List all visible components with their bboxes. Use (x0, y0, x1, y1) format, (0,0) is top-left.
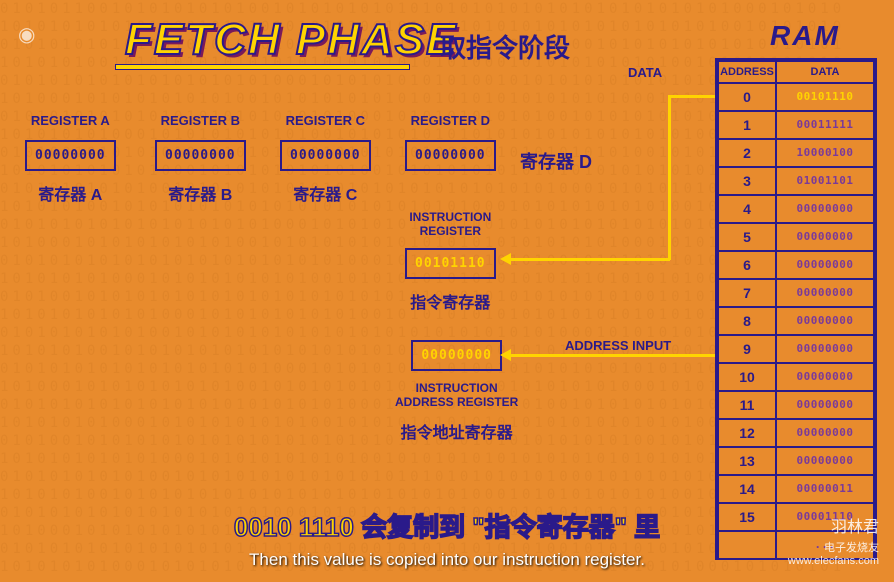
ram-row: 400000000 (719, 196, 873, 224)
ram-data-cell: 00000000 (777, 364, 873, 392)
ram-addr-cell: 0 (719, 84, 777, 112)
register-label-en: REGISTER C (280, 113, 371, 128)
register-c-group: REGISTER C 00000000 寄存器 C (280, 113, 371, 205)
ram-data-cell: 00000000 (777, 336, 873, 364)
addr-arrow-head-left (500, 349, 511, 361)
ram-addr-cell: 9 (719, 336, 777, 364)
ram-data-cell: 00000000 (777, 420, 873, 448)
data-arrow-h1 (670, 95, 715, 98)
ram-data-cell: 00000000 (777, 392, 873, 420)
register-label-en: REGISTER B (155, 113, 246, 128)
ram-data-cell: 01001101 (777, 168, 873, 196)
instruction-addr-register-label-cn: 指令地址寄存器 (395, 419, 518, 443)
ram-addr-cell: 2 (719, 140, 777, 168)
instruction-register-label-cn: 指令寄存器 (405, 289, 496, 313)
register-label-en: REGISTER A (25, 113, 116, 128)
register-box: 00000000 (405, 140, 496, 171)
ram-row: 1000000000 (719, 364, 873, 392)
ram-row: 100011111 (719, 112, 873, 140)
data-arrow-h2 (510, 258, 670, 261)
ram-data-cell: 00011111 (777, 112, 873, 140)
watermark-name: 羽林君 (788, 513, 879, 537)
ram-addr-cell: 6 (719, 252, 777, 280)
register-box: 00000000 (25, 140, 116, 171)
register-label-cn: 寄存器 C (280, 181, 371, 205)
ram-row: 1400000011 (719, 476, 873, 504)
ram-addr-cell: 13 (719, 448, 777, 476)
ram-data-cell: 00000000 (777, 224, 873, 252)
ram-header: ADDRESS DATA (719, 62, 873, 84)
instruction-register-label-en: INSTRUCTION REGISTER (405, 210, 496, 238)
caption-cn: 0010 1110 会复制到 "指令寄存器" 里 (0, 507, 894, 544)
ram-row: 000101110 (719, 84, 873, 112)
watermark-site: 电子发烧友 (788, 539, 879, 555)
instruction-register-box: 00101110 (405, 248, 496, 279)
ram-addr-cell: 11 (719, 392, 777, 420)
data-arrow-v (668, 95, 671, 260)
ram-addr-cell: 7 (719, 280, 777, 308)
ram-data-cell: 00000000 (777, 280, 873, 308)
data-label: DATA (628, 65, 662, 80)
register-b-group: REGISTER B 00000000 寄存器 B (155, 113, 246, 205)
pbs-logo: ◉ (18, 22, 35, 47)
ram-data-cell: 00101110 (777, 84, 873, 112)
addr-arrow (510, 354, 715, 357)
instruction-addr-register-label-en: INSTRUCTION ADDRESS REGISTER (395, 381, 518, 409)
instruction-register-group: INSTRUCTION REGISTER 00101110 指令寄存器 (405, 210, 496, 313)
ram-addr-cell: 14 (719, 476, 777, 504)
ram-table: ADDRESS DATA 000101110100011111210000100… (715, 58, 877, 560)
register-label-cn: 寄存器 A (25, 181, 116, 205)
ram-data-cell: 10000100 (777, 140, 873, 168)
watermark-url: www.elecfans.com (788, 555, 879, 567)
ram-row: 600000000 (719, 252, 873, 280)
ram-addr-cell: 5 (719, 224, 777, 252)
data-arrow-head (500, 253, 511, 265)
ram-data-cell: 00000000 (777, 448, 873, 476)
register-d-group: REGISTER D 00000000 (405, 113, 496, 171)
ram-row: 1200000000 (719, 420, 873, 448)
register-label-cn: 寄存器 B (155, 181, 246, 205)
ram-addr-cell: 1 (719, 112, 777, 140)
watermark: 羽林君 电子发烧友 www.elecfans.com (788, 513, 879, 567)
ram-data-cell: 00000000 (777, 308, 873, 336)
ram-addr-cell: 10 (719, 364, 777, 392)
instruction-addr-register-box: 00000000 (411, 340, 502, 371)
ram-data-cell: 00000000 (777, 196, 873, 224)
address-input-label: ADDRESS INPUT (565, 338, 671, 353)
ram-row: 1300000000 (719, 448, 873, 476)
ram-addr-cell: 4 (719, 196, 777, 224)
ram-header-data: DATA (777, 62, 873, 84)
register-label-en: REGISTER D (405, 113, 496, 128)
ram-row: 1100000000 (719, 392, 873, 420)
ram-data-cell: 00000000 (777, 252, 873, 280)
ram-addr-cell: 12 (719, 420, 777, 448)
caption-en: Then this value is copied into our instr… (0, 550, 894, 570)
ram-data-cell: 00000011 (777, 476, 873, 504)
register-box: 00000000 (155, 140, 246, 171)
ram-header-address: ADDRESS (719, 62, 777, 84)
ram-row: 210000100 (719, 140, 873, 168)
ram-row: 700000000 (719, 280, 873, 308)
register-d-cn-side: 寄存器 D (520, 148, 592, 174)
title-en: FETCH PHASE (125, 15, 457, 65)
ram-title: RAM (770, 20, 840, 52)
register-box: 00000000 (280, 140, 371, 171)
title-cn: 取指令阶段 (440, 28, 570, 65)
ram-addr-cell: 3 (719, 168, 777, 196)
ram-row: 301001101 (719, 168, 873, 196)
ram-addr-cell: 8 (719, 308, 777, 336)
ram-row: 900000000 (719, 336, 873, 364)
register-a-group: REGISTER A 00000000 寄存器 A (25, 113, 116, 205)
title-underline (115, 64, 410, 70)
ram-row: 500000000 (719, 224, 873, 252)
ram-row: 800000000 (719, 308, 873, 336)
